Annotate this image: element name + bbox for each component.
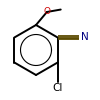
Text: N: N	[81, 32, 89, 42]
Text: Cl: Cl	[52, 83, 63, 93]
Text: O: O	[43, 8, 50, 16]
